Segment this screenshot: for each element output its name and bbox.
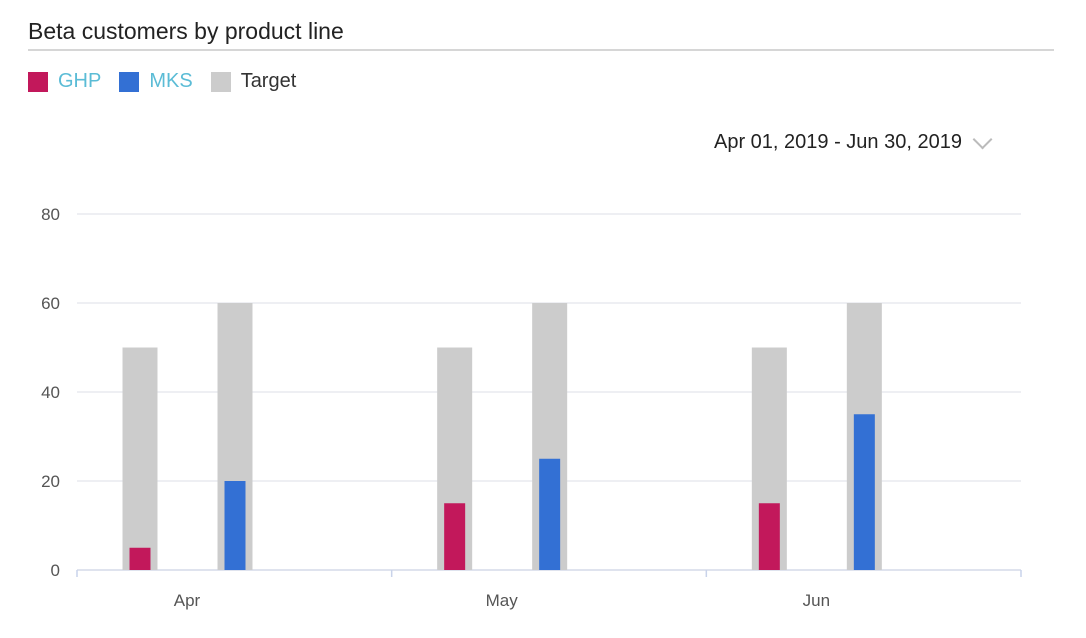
x-tick-label: Apr <box>174 591 201 610</box>
bar-ghp <box>129 547 151 570</box>
legend-item-target[interactable]: Target <box>210 70 297 93</box>
legend: GHP MKS Target <box>28 70 314 93</box>
y-tick-label: 20 <box>41 472 60 491</box>
legend-label-ghp: GHP <box>58 70 102 92</box>
bar-mks <box>539 458 561 570</box>
legend-swatch-mks <box>119 71 140 92</box>
legend-swatch-ghp <box>28 71 48 92</box>
chart-title: Beta customers by product line <box>28 18 344 44</box>
bar-mks <box>224 481 246 570</box>
x-tick-label: Jun <box>803 591 830 610</box>
legend-item-mks[interactable]: MKS <box>119 70 193 93</box>
x-tick-label: May <box>486 591 519 610</box>
legend-item-ghp[interactable]: GHP <box>28 70 101 93</box>
legend-swatch-target <box>210 71 231 92</box>
bar-ghp <box>758 503 780 570</box>
target-bar-ghp <box>122 347 158 570</box>
y-tick-label: 60 <box>41 294 60 313</box>
date-range-dropdown[interactable]: Apr 01, 2019 - Jun 30, 2019 <box>714 129 993 154</box>
y-tick-label: 0 <box>51 561 60 580</box>
y-tick-label: 80 <box>41 205 60 224</box>
legend-label-target: Target <box>240 70 297 92</box>
bar-mks <box>853 414 875 570</box>
bar-ghp <box>444 503 466 570</box>
date-range-label: Apr 01, 2019 - Jun 30, 2019 <box>714 131 962 153</box>
y-tick-label: 40 <box>41 383 60 402</box>
legend-label-mks: MKS <box>149 70 193 92</box>
title-divider <box>28 49 1054 51</box>
